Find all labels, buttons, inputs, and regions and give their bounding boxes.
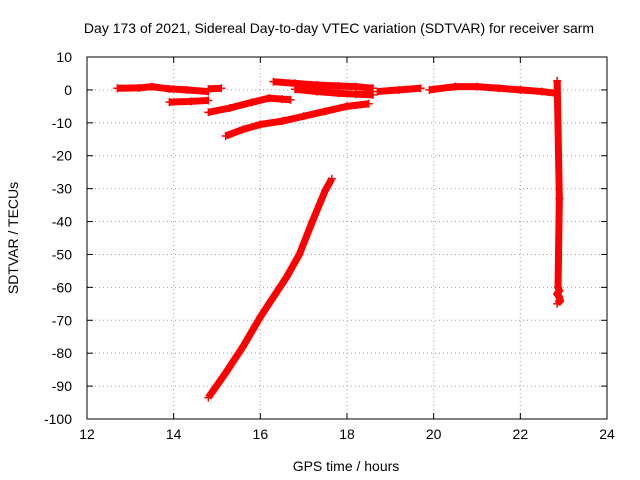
y-tick-label: -90 [52, 378, 72, 394]
data-point [516, 85, 525, 94]
data-point [327, 174, 336, 183]
series-layer [113, 76, 565, 402]
series-arc-1 [113, 82, 213, 96]
data-point [269, 293, 278, 302]
data-point [343, 102, 351, 111]
data-point [247, 98, 256, 107]
y-tick-label: -10 [52, 115, 72, 131]
data-point [165, 98, 174, 107]
data-point [299, 112, 308, 121]
y-tick-label: 0 [64, 82, 72, 98]
data-point [369, 90, 377, 99]
data-point [256, 120, 265, 129]
data-point [113, 84, 122, 93]
data-point [425, 85, 434, 94]
series-arc-2 [165, 96, 213, 107]
x-tick-label: 16 [253, 426, 269, 442]
y-tick-label: -70 [52, 312, 72, 328]
data-point [226, 104, 234, 113]
data-point [221, 131, 230, 140]
data-point [553, 76, 562, 85]
y-tick-label: -100 [44, 411, 72, 427]
y-axis-label: SDTVAR / TECUs [5, 182, 21, 294]
data-point [204, 108, 213, 117]
x-tick-label: 12 [79, 426, 95, 442]
series-band [205, 177, 335, 400]
chart-title: Day 173 of 2021, Sidereal Day-to-day VTE… [84, 20, 594, 36]
x-tick-label: 20 [426, 426, 442, 442]
data-point [351, 90, 360, 99]
data-point [282, 273, 291, 282]
series-isolated [552, 76, 565, 308]
ticks: 12 14 16 18 20 22 24 10 0 -10 -20 -30 -40 -50 -60 -70 -8… [44, 49, 615, 442]
data-point [321, 186, 330, 195]
data-point [269, 77, 278, 86]
y-tick-label: -20 [52, 148, 72, 164]
series-arc-3 [204, 84, 226, 93]
x-axis-label: GPS time / hours [293, 458, 400, 474]
data-point [295, 250, 304, 259]
y-tick-label: -30 [52, 181, 72, 197]
x-tick-label: 18 [339, 426, 355, 442]
data-point [395, 85, 403, 94]
data-point [221, 368, 230, 377]
series-band [428, 83, 556, 97]
y-tick-label: 10 [56, 49, 72, 65]
series-arc-8 [373, 84, 425, 96]
x-tick-label: 22 [513, 426, 529, 442]
data-point [187, 97, 195, 106]
data-point [278, 95, 286, 104]
data-point [334, 81, 343, 90]
data-point [373, 87, 382, 96]
data-point [204, 393, 213, 402]
data-point [135, 83, 143, 92]
data-point [239, 342, 247, 351]
data-point [334, 89, 343, 98]
data-point [351, 82, 360, 91]
data-point [321, 107, 330, 116]
data-point [291, 85, 299, 94]
data-point [416, 84, 425, 93]
data-point [239, 125, 247, 134]
data-point [204, 96, 213, 105]
series-band [207, 94, 291, 116]
series-arc-7 [291, 85, 377, 99]
data-point [265, 94, 273, 103]
data-point [217, 84, 226, 93]
data-point [286, 95, 295, 104]
y-tick-label: -40 [52, 214, 72, 230]
series-band [117, 83, 209, 96]
series-arc-4 [204, 94, 295, 117]
data-point [256, 312, 265, 321]
y-tick-label: -80 [52, 345, 72, 361]
data-point [165, 84, 174, 93]
data-point [182, 85, 191, 94]
x-tick-label: 24 [599, 426, 615, 442]
data-point [312, 87, 321, 96]
y-tick-label: -50 [52, 246, 72, 262]
data-point [308, 217, 317, 226]
data-point [148, 82, 156, 91]
data-point [204, 84, 213, 93]
series-arc-9 [425, 82, 559, 98]
series-arc-10 [204, 174, 336, 402]
data-point [278, 117, 286, 126]
data-point [473, 82, 481, 91]
data-point [555, 194, 564, 203]
series-band [552, 80, 565, 307]
data-point [364, 99, 373, 108]
grid [87, 57, 607, 419]
series-band [224, 100, 370, 140]
data-point [538, 87, 546, 96]
series-arc-5 [221, 99, 373, 140]
data-point [494, 84, 503, 93]
data-point [553, 299, 562, 308]
y-tick-label: -60 [52, 279, 72, 295]
x-tick-label: 14 [166, 426, 182, 442]
data-point [451, 82, 460, 91]
